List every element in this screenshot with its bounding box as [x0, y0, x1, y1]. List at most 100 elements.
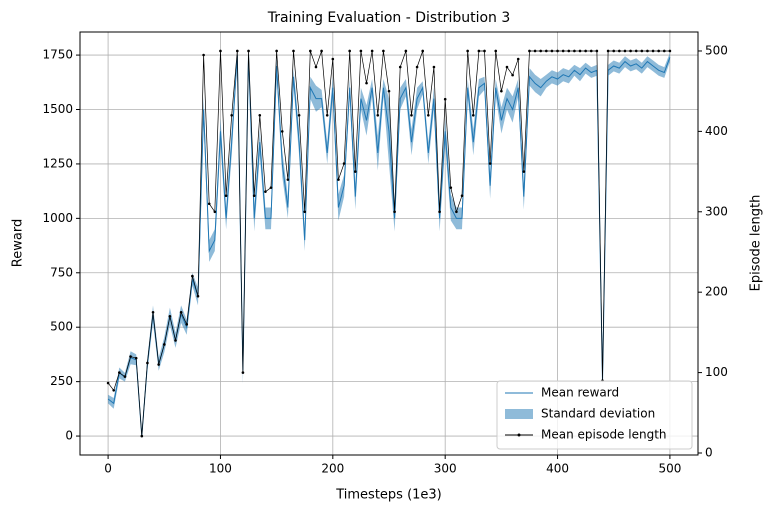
y-axis-label: Reward [11, 219, 26, 267]
x-axis-label: Timesteps (1e3) [335, 488, 442, 503]
point [511, 73, 514, 77]
point [646, 49, 649, 53]
point [370, 49, 374, 53]
point [657, 49, 660, 53]
x-tick-label: 200 [321, 462, 344, 476]
point [404, 49, 408, 53]
y-tick-label: 500 [50, 320, 73, 334]
legend-label: Mean episode length [541, 428, 667, 442]
point [662, 49, 666, 53]
point [118, 371, 121, 374]
point [550, 49, 554, 53]
point [106, 381, 110, 385]
point [241, 371, 245, 374]
point [651, 49, 655, 53]
point [365, 81, 368, 85]
point [533, 49, 537, 53]
point [348, 49, 351, 53]
x-tick-label: 500 [658, 462, 681, 476]
x-tick-label: 400 [546, 462, 569, 476]
x-tick-label: 0 [104, 462, 112, 476]
point [561, 49, 565, 53]
legend-swatch [505, 409, 533, 419]
point [443, 97, 447, 101]
y-tick-label: 250 [50, 374, 73, 388]
point [353, 170, 357, 173]
y-tick-label: 750 [50, 265, 73, 279]
y2-tick-label: 400 [705, 124, 728, 138]
point [382, 49, 385, 53]
point [146, 361, 149, 365]
point [528, 49, 531, 53]
y2-tick-label: 200 [705, 285, 728, 299]
legend-box [496, 380, 693, 450]
point [134, 356, 138, 360]
point [606, 49, 610, 53]
point [202, 53, 205, 57]
point [398, 65, 402, 69]
point [573, 49, 576, 53]
point [337, 178, 340, 181]
point [612, 49, 616, 53]
point [545, 49, 548, 53]
point [185, 323, 189, 326]
point [455, 210, 458, 214]
point [567, 49, 571, 53]
point [168, 315, 172, 318]
y2-tick-label: 0 [705, 445, 713, 459]
point [494, 49, 498, 53]
point [303, 210, 307, 214]
point [640, 49, 644, 53]
point [522, 170, 526, 173]
point [516, 57, 520, 61]
y-tick-label: 1250 [42, 156, 73, 170]
point [123, 375, 127, 378]
y2-axis-label: Episode length [749, 195, 764, 292]
point [595, 49, 599, 53]
point [415, 65, 419, 69]
point [483, 49, 486, 53]
point [320, 49, 323, 53]
point [179, 310, 183, 314]
point [157, 363, 160, 366]
point [224, 194, 228, 198]
point [112, 388, 116, 392]
point [151, 310, 155, 314]
point [584, 49, 587, 53]
point [376, 113, 380, 117]
legend-marker [517, 433, 521, 437]
chart-title: Training Evaluation - Distribution 3 [267, 10, 511, 26]
point [342, 162, 346, 165]
point [427, 113, 430, 117]
point [269, 186, 273, 189]
point [668, 49, 672, 53]
point [162, 343, 166, 346]
point [556, 49, 559, 53]
point [578, 49, 582, 53]
point [505, 65, 509, 69]
point [140, 434, 144, 438]
point [432, 65, 436, 69]
point [449, 186, 453, 189]
point [421, 49, 425, 53]
point [500, 89, 503, 93]
y-tick-label: 1750 [42, 48, 73, 62]
point [174, 339, 177, 342]
point [623, 49, 627, 53]
point [466, 49, 469, 53]
point [629, 49, 632, 53]
point [438, 210, 441, 214]
point [292, 49, 295, 53]
legend-label: Standard deviation [541, 407, 655, 421]
point [488, 162, 492, 165]
point [314, 65, 318, 69]
point [236, 49, 239, 53]
point [387, 89, 391, 93]
point [252, 194, 256, 198]
point [207, 202, 211, 206]
point [280, 130, 284, 133]
point [410, 113, 413, 117]
y-tick-label: 1000 [42, 211, 73, 225]
point [286, 178, 290, 181]
